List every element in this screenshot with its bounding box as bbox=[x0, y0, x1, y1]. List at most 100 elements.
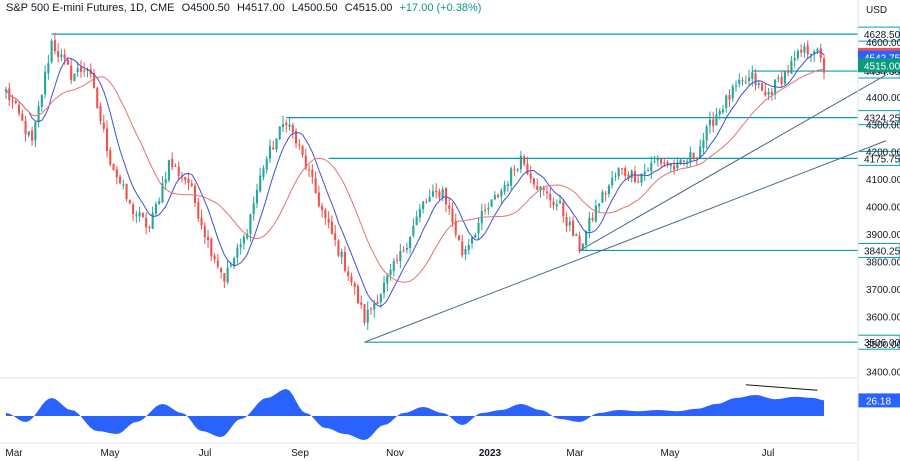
candle-body bbox=[363, 304, 366, 323]
candle-body bbox=[598, 203, 601, 207]
candle-body bbox=[780, 76, 783, 85]
candle-body bbox=[761, 83, 764, 91]
moving-averages bbox=[5, 51, 825, 307]
candle-body bbox=[607, 185, 610, 195]
change-value: +17.00 (+0.38%) bbox=[399, 2, 482, 14]
time-tick-label: Nov bbox=[386, 448, 404, 459]
level-label: 3840.25 bbox=[864, 246, 900, 257]
candle-body bbox=[646, 170, 650, 172]
candle-body bbox=[40, 94, 43, 107]
level-label: 3506.00 bbox=[864, 338, 900, 349]
candle-body bbox=[249, 214, 252, 234]
candle-body bbox=[252, 203, 255, 215]
candle-body bbox=[285, 122, 288, 126]
candle-body bbox=[526, 163, 529, 174]
price-axis: 3400.00 3500.00 3600.00 3700.00 3800.00 3900.… bbox=[857, 0, 900, 461]
candle-body bbox=[262, 168, 265, 178]
candle-body bbox=[493, 195, 496, 200]
candle-body bbox=[239, 244, 242, 248]
candle-body bbox=[633, 171, 637, 182]
candlesticks bbox=[4, 32, 826, 331]
candle-body bbox=[112, 163, 115, 171]
candle-body bbox=[236, 247, 239, 258]
level-label: 4628.50 bbox=[864, 30, 900, 41]
candle-body bbox=[444, 188, 448, 205]
candle-body bbox=[151, 212, 154, 229]
candle-body bbox=[702, 140, 705, 149]
candle-body bbox=[464, 249, 467, 255]
candle-body bbox=[806, 45, 809, 55]
candle-body bbox=[4, 89, 8, 92]
candle-body bbox=[822, 58, 826, 73]
candle-body bbox=[428, 197, 431, 202]
candle-body bbox=[568, 221, 571, 226]
price-tick-label: 4300.00 bbox=[866, 120, 900, 131]
candle-body bbox=[409, 237, 412, 248]
level-label: 4175.75 bbox=[864, 154, 900, 165]
trendlines bbox=[364, 74, 887, 343]
candle-body bbox=[158, 200, 161, 205]
candle-body bbox=[669, 164, 672, 167]
candle-body bbox=[673, 165, 676, 170]
price-tick-label: 4200.00 bbox=[866, 148, 900, 159]
candle-body bbox=[659, 158, 663, 164]
candle-body bbox=[135, 214, 138, 216]
time-tick-label: Mar bbox=[566, 448, 584, 459]
candle-body bbox=[242, 236, 245, 244]
candle-body bbox=[373, 303, 376, 310]
price-tick-label: 4100.00 bbox=[866, 175, 900, 186]
time-axis: Mar May Jul Sep Nov 2023 Mar May Jul bbox=[0, 442, 858, 459]
candle-body bbox=[549, 193, 552, 201]
candle-body bbox=[624, 168, 627, 176]
candle-body bbox=[109, 150, 112, 165]
price-tick-label: 3900.00 bbox=[866, 230, 900, 241]
candle-body bbox=[575, 234, 578, 236]
candle-body bbox=[190, 183, 193, 186]
candle-body bbox=[819, 48, 822, 58]
candle-body bbox=[412, 225, 415, 236]
candle-body bbox=[119, 176, 122, 184]
candle-body bbox=[128, 200, 131, 204]
candle-body bbox=[145, 217, 148, 228]
candle-body bbox=[353, 283, 356, 287]
candle-body bbox=[562, 202, 565, 217]
candle-body bbox=[558, 200, 562, 204]
candle-body bbox=[382, 282, 386, 294]
price-tick-label: 4000.00 bbox=[866, 203, 900, 214]
time-tick-label: 2023 bbox=[479, 448, 502, 459]
candle-body bbox=[585, 231, 588, 245]
candle-body bbox=[513, 169, 516, 171]
candle-body bbox=[27, 131, 30, 136]
candle-body bbox=[572, 220, 575, 237]
candle-body bbox=[532, 178, 536, 185]
candle-body bbox=[347, 271, 350, 277]
candle-body bbox=[418, 208, 421, 218]
candle-body bbox=[197, 201, 200, 219]
candle-body bbox=[793, 58, 796, 61]
candle-body bbox=[718, 110, 721, 115]
trendline bbox=[579, 74, 887, 251]
candle-body bbox=[529, 173, 532, 179]
candle-body bbox=[663, 162, 666, 164]
symbol-label: S&P 500 E-mini Futures, 1D, CME bbox=[6, 2, 175, 14]
candle-body bbox=[138, 212, 141, 217]
candle-body bbox=[497, 195, 500, 198]
candle-body bbox=[604, 193, 607, 195]
candle-body bbox=[298, 144, 301, 146]
oscillator-value-box bbox=[858, 393, 900, 408]
candle-body bbox=[14, 101, 17, 104]
candle-body bbox=[148, 227, 151, 229]
candle-body bbox=[386, 275, 389, 284]
time-tick-label: Jul bbox=[199, 448, 212, 459]
candle-body bbox=[656, 158, 659, 161]
candle-body bbox=[141, 212, 144, 217]
candle-body bbox=[601, 191, 604, 203]
candle-body bbox=[539, 186, 542, 191]
price-label: 4515.00 bbox=[864, 61, 900, 72]
candle-body bbox=[47, 63, 50, 74]
price-tick-label: 3500.00 bbox=[866, 340, 900, 351]
candle-body bbox=[294, 130, 298, 144]
candle-body bbox=[630, 170, 633, 178]
candle-body bbox=[435, 190, 438, 193]
